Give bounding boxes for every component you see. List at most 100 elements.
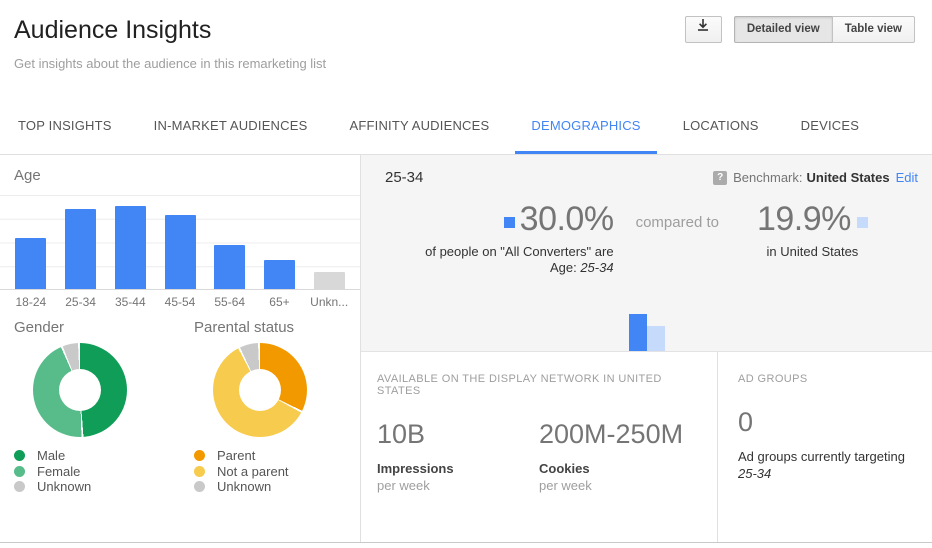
- benchmark-share-value: 19.9%: [756, 200, 851, 238]
- benchmark-share-caption: in United States: [766, 244, 859, 259]
- legend-label: Female: [37, 463, 81, 479]
- gender-donut-chart[interactable]: [33, 343, 127, 437]
- tab-in-market-audiences[interactable]: IN-MARKET AUDIENCES: [153, 118, 308, 133]
- impressions-label: Impressions: [377, 461, 454, 476]
- age-tick-label: Unkn...: [310, 295, 349, 309]
- ad-groups-caption: Ad groups currently targeting 25-34: [738, 448, 916, 482]
- selected-segment-label: 25-34: [385, 169, 424, 186]
- donut-charts-row: Gender Male Female Unknown Parental status…: [0, 319, 360, 495]
- demographics-charts-panel: Age 18-24 25-34 35-44 45-54 55-64 65+ Unkn... …: [0, 155, 361, 542]
- cookies-label: Cookies: [539, 461, 590, 476]
- benchmark-value: United States: [806, 170, 890, 185]
- ad-groups-count: 0: [738, 407, 754, 437]
- gender-donut-hole: [59, 369, 101, 411]
- comparison-stats: 30.0% of people on "All Converters" are …: [361, 200, 932, 276]
- segment-comparison-panel: 25-34 ? Benchmark: United States Edit 30…: [361, 155, 932, 352]
- age-bars: [0, 195, 360, 289]
- parental-section-title: Parental status: [194, 319, 295, 336]
- parental-status-legend: Parent Not a parent Unknown: [194, 448, 360, 495]
- legend-dot: [14, 450, 25, 462]
- legend-item-unknown: Unknown: [14, 479, 180, 495]
- impressions-value: 10B: [377, 419, 426, 449]
- page-subtitle: Get insights about the audience in this …: [14, 56, 327, 71]
- legend-item-not-a-parent: Not a parent: [194, 464, 360, 480]
- detail-bottom-row: AVAILABLE ON THE DISPLAY NETWORK IN UNIT…: [361, 352, 932, 542]
- view-button-detailed-view[interactable]: Detailed view: [733, 16, 833, 43]
- tab-demographics[interactable]: DEMOGRAPHICS: [515, 100, 657, 154]
- legend-item-unknown: Unknown: [194, 479, 360, 495]
- list-share-stat: 30.0% of people on "All Converters" are …: [425, 200, 614, 276]
- benchmark-edit-link[interactable]: Edit: [895, 170, 918, 185]
- list-share-caption-line1: of people on "All Converters" are: [425, 244, 614, 259]
- legend-item-male: Male: [14, 448, 180, 464]
- parental-status-donut-chart[interactable]: [213, 343, 307, 437]
- tab-top-insights[interactable]: TOP INSIGHTS: [18, 118, 112, 133]
- list-share-caption-prefix: Age:: [549, 260, 581, 275]
- view-toggle-group: Detailed view Table view: [733, 16, 915, 43]
- legend-label: Parent: [217, 448, 256, 464]
- age-bar-5564[interactable]: [214, 245, 246, 289]
- age-bar-column: [304, 195, 354, 289]
- availability-section: AVAILABLE ON THE DISPLAY NETWORK IN UNIT…: [361, 352, 718, 542]
- age-bar-65[interactable]: [263, 260, 295, 289]
- legend-dot: [194, 450, 205, 462]
- gender-section-title: Gender: [14, 319, 65, 336]
- tab-bar: TOP INSIGHTS IN-MARKET AUDIENCES AFFINITY …: [0, 100, 932, 155]
- age-tick-label: 18-24: [15, 295, 47, 309]
- tab-locations[interactable]: LOCATIONS: [682, 118, 759, 133]
- list-series-swatch: [503, 217, 515, 228]
- list-share-number-line: 30.0%: [425, 200, 614, 239]
- age-bar-2534[interactable]: [65, 209, 97, 289]
- gender-section: Gender Male Female Unknown: [0, 319, 180, 495]
- legend-label: Unknown: [217, 479, 272, 495]
- help-icon[interactable]: ?: [713, 170, 728, 185]
- impressions-sub: per week: [377, 478, 430, 493]
- legend-dot: [14, 465, 25, 477]
- age-bar-column: [205, 195, 255, 289]
- download-icon: [696, 17, 710, 42]
- legend-label: Unknown: [37, 479, 92, 495]
- tab-affinity-audiences[interactable]: AFFINITY AUDIENCES: [349, 118, 490, 133]
- cookies-sub: per week: [539, 478, 592, 493]
- segment-detail-panel: 25-34 ? Benchmark: United States Edit 30…: [361, 155, 932, 542]
- legend-label: Male: [37, 448, 66, 464]
- page-title: Audience Insights: [14, 16, 212, 44]
- list-share-value: 30.0%: [519, 200, 614, 238]
- legend-dot: [194, 481, 205, 493]
- age-bar-unkn[interactable]: [313, 272, 345, 289]
- view-button-table-view[interactable]: Table view: [831, 16, 915, 43]
- age-bar-1824[interactable]: [15, 238, 47, 289]
- mini-bar-all-converters: [628, 314, 647, 351]
- parental-status-section: Parental status Parent Not a parent Unknow…: [180, 319, 360, 495]
- age-tick-label: 25-34: [65, 295, 96, 309]
- segment-detail-header: 25-34 ? Benchmark: United States Edit: [361, 155, 932, 186]
- download-button[interactable]: [684, 16, 722, 43]
- age-bar-chart: [0, 195, 360, 290]
- comparison-mini-bar-chart: [628, 314, 665, 351]
- compared-to-text: compared to: [635, 214, 719, 231]
- mini-bar-united-states: [646, 326, 665, 351]
- age-tick-label: 55-64: [214, 295, 246, 309]
- legend-item-parent: Parent: [194, 448, 360, 464]
- age-bar-3544[interactable]: [114, 206, 146, 289]
- tab-devices[interactable]: DEVICES: [800, 118, 860, 133]
- list-share-caption-segment: 25-34: [580, 260, 614, 275]
- availability-heading: AVAILABLE ON THE DISPLAY NETWORK IN UNIT…: [377, 373, 662, 397]
- age-bar-column: [105, 195, 155, 289]
- legend-dot: [194, 465, 205, 477]
- age-tick-label: 65+: [269, 295, 290, 309]
- benchmark-series-swatch: [856, 217, 868, 228]
- age-section-title: Age: [14, 167, 41, 184]
- list-share-caption: of people on "All Converters" are Age: 2…: [425, 244, 613, 276]
- page-header: Audience Insights Get insights about the…: [0, 0, 932, 100]
- ad-groups-target: 25-34: [738, 466, 772, 481]
- age-axis-labels: 18-24 25-34 35-44 45-54 55-64 65+ Unkn...: [0, 295, 360, 309]
- legend-dot: [14, 481, 25, 493]
- age-tick-label: 45-54: [164, 295, 196, 309]
- age-tick-label: 35-44: [114, 295, 146, 309]
- content-area: Age 18-24 25-34 35-44 45-54 55-64 65+ Unkn... …: [0, 155, 932, 543]
- age-bar-4554[interactable]: [164, 215, 196, 289]
- impressions-stat: 10B Impressions per week: [377, 419, 539, 493]
- benchmark-share-stat: 19.9% in United States: [757, 200, 868, 276]
